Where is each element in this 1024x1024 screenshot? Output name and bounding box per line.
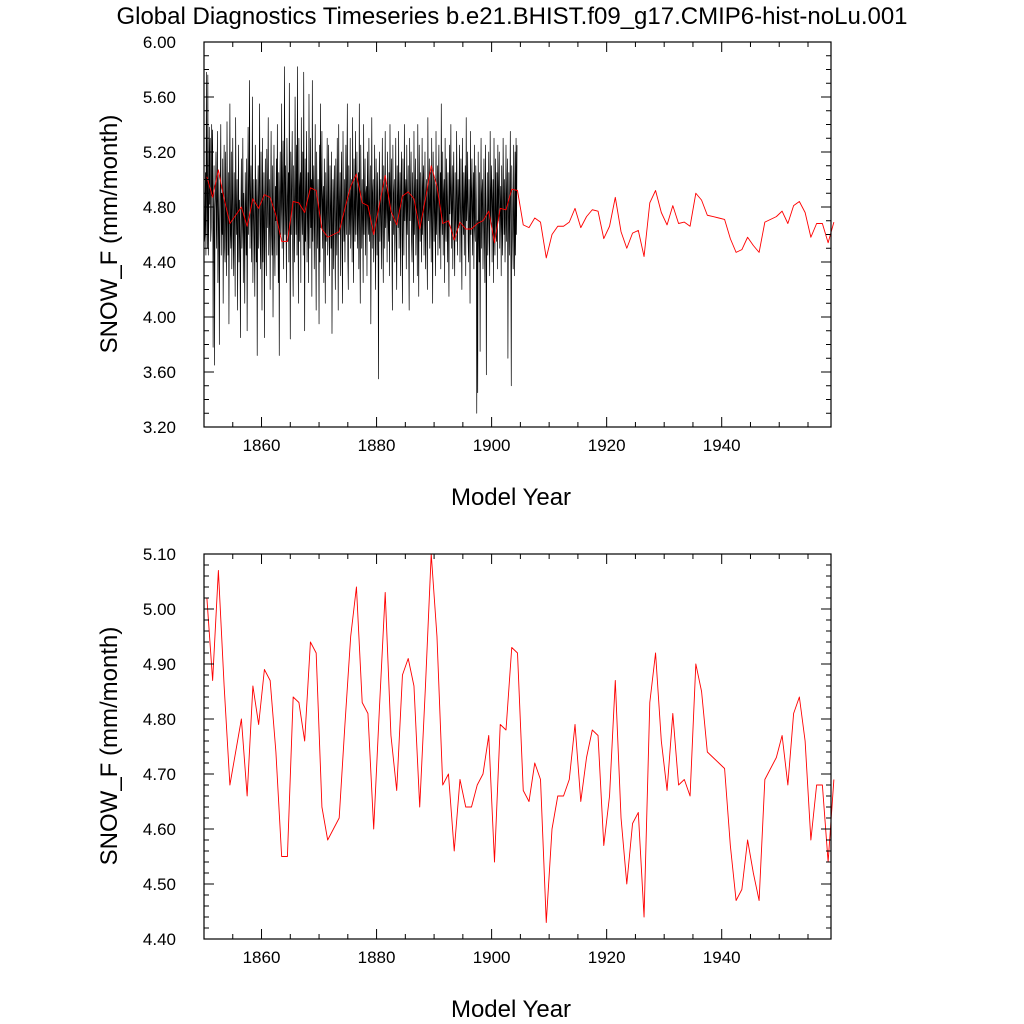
panel-top: 1860 1880 1900 1920 1940 3.20 3.60 4.00 4.40 4.80… xyxy=(96,33,835,511)
top-y-tick-label: 4.80 xyxy=(143,198,176,217)
top-plot-frame xyxy=(203,41,832,428)
bottom-y-tick-label: 4.50 xyxy=(143,875,176,894)
bottom-tick-labels: 1860 1880 1900 1920 1940 4.40 4.50 4.60 4.70 4.80… xyxy=(143,545,741,967)
bottom-x-tick-label: 1900 xyxy=(473,948,511,967)
bottom-y-tick-label: 4.40 xyxy=(143,930,176,949)
top-plot-lines xyxy=(203,66,835,414)
top-x-tick-label: 1860 xyxy=(243,436,281,455)
bottom-plot-lines xyxy=(206,553,835,923)
top-y-tick-label: 5.20 xyxy=(143,143,176,162)
bottom-x-tick-label: 1940 xyxy=(703,948,741,967)
top-y-tick-label: 3.20 xyxy=(143,418,176,437)
figure-title: Global Diagnostics Timeseries b.e21.BHIS… xyxy=(116,3,907,30)
top-x-axis-title: Model Year xyxy=(451,484,571,511)
bottom-y-tick-label: 4.60 xyxy=(143,820,176,839)
bottom-y-tick-label: 5.00 xyxy=(143,600,176,619)
top-series-annual-line xyxy=(206,165,835,259)
bottom-y-tick-label: 4.90 xyxy=(143,655,176,674)
top-y-tick-label: 6.00 xyxy=(143,33,176,52)
bottom-series-annual-line xyxy=(206,553,835,923)
top-y-tick-label: 3.60 xyxy=(143,363,176,382)
top-x-tick-label: 1940 xyxy=(703,436,741,455)
bottom-x-tick-label: 1920 xyxy=(588,948,626,967)
bottom-x-axis-title: Model Year xyxy=(451,996,571,1023)
bottom-x-tick-label: 1880 xyxy=(358,948,396,967)
top-tick-labels: 1860 1880 1900 1920 1940 3.20 3.60 4.00 4.40 4.80… xyxy=(143,33,741,455)
top-x-tick-label: 1900 xyxy=(473,436,511,455)
top-y-tick-label: 4.00 xyxy=(143,308,176,327)
top-x-tick-label: 1920 xyxy=(588,436,626,455)
bottom-axis-ticks xyxy=(203,553,831,940)
bottom-y-tick-label: 5.10 xyxy=(143,545,176,564)
bottom-y-axis-title: SNOW_F (mm/month) xyxy=(96,627,123,866)
top-x-tick-label: 1880 xyxy=(358,436,396,455)
panel-bottom: 1860 1880 1900 1920 1940 4.40 4.50 4.60 4.70 4.80… xyxy=(96,545,835,1023)
top-y-axis-title: SNOW_F (mm/month) xyxy=(96,115,123,354)
bottom-plot-frame xyxy=(203,553,832,940)
top-y-tick-label: 5.60 xyxy=(143,88,176,107)
top-series-monthly-line xyxy=(203,66,518,414)
top-y-tick-label: 4.40 xyxy=(143,253,176,272)
bottom-x-tick-label: 1860 xyxy=(243,948,281,967)
top-axis-ticks xyxy=(203,41,831,428)
bottom-y-tick-label: 4.70 xyxy=(143,765,176,784)
bottom-y-tick-label: 4.80 xyxy=(143,710,176,729)
